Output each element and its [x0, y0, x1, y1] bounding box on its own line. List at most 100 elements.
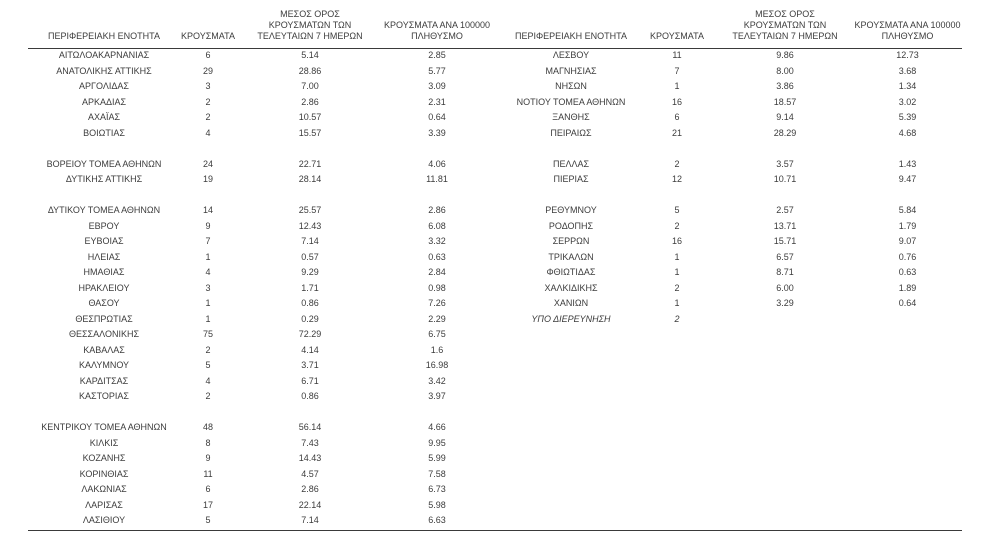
cell-region: ΠΕΛΛΑΣ: [552, 158, 590, 169]
cell-cases: 1: [205, 251, 211, 262]
spacer-cell: [28, 405, 180, 421]
cell-avg7: 4.57: [301, 468, 319, 479]
cell-cases: 16: [671, 236, 682, 247]
cell-region: ΚΑΒΑΛΑΣ: [83, 344, 125, 355]
cell-avg7: 2.86: [301, 484, 319, 495]
cell-avg7: 6.71: [301, 375, 319, 386]
cell-per100k: 4.06: [428, 158, 446, 169]
cell-avg7: 2.86: [301, 96, 319, 107]
cell-region: ΤΡΙΚΑΛΩΝ: [548, 251, 594, 262]
cell-region: ΚΟΖΑΝΗΣ: [82, 453, 126, 464]
cell-region: ΕΒΡΟΥ: [88, 220, 120, 231]
cell-cases: 2: [674, 282, 680, 293]
cell-avg7: 72.29: [298, 329, 322, 340]
cell-region: ΗΜΑΘΙΑΣ: [83, 267, 125, 278]
header-row: ΠΕΡΙΦΕΡΕΙΑΚΗ ΕΝΟΤΗΤΑ ΚΡΟΥΣΜΑΤΑ ΜΕΣΟΣ ΟΡΟ…: [28, 0, 490, 48]
region-row: ΗΛΕΙΑΣ 1 0.57 0.63: [28, 250, 490, 266]
cell-region: ΡΕΘΥΜΝΟΥ: [545, 205, 597, 216]
cell-cases: 2: [674, 158, 680, 169]
cell-region: ΥΠΟ ΔΙΕΡΕΥΝΗΣΗ: [531, 313, 611, 324]
cell-avg7: 6.57: [776, 251, 794, 262]
cell-per100k: 6.08: [428, 220, 446, 231]
column-header-per100k-line2: ΠΛΗΘΥΣΜΟ: [411, 31, 463, 41]
cell-region: ΝΟΤΙΟΥ ΤΟΜΕΑ ΑΘΗΝΩΝ: [516, 96, 626, 107]
cell-region: ΝΗΣΩΝ: [555, 81, 587, 92]
cell-per100k: 5.39: [898, 112, 917, 123]
cell-avg7: 0.86: [301, 298, 319, 309]
cell-per100k: 5.84: [898, 205, 917, 216]
cell-avg7: 13.71: [773, 220, 797, 231]
cell-region: ΜΑΓΝΗΣΙΑΣ: [545, 65, 597, 76]
cell-cases: 5: [674, 205, 680, 216]
cell-avg7: 15.57: [298, 127, 322, 138]
cell-per100k: 3.97: [428, 391, 446, 402]
cell-cases: 48: [202, 422, 213, 433]
region-row: ΠΙΕΡΙΑΣ 12 10.71 9.47: [505, 172, 962, 188]
cell-region: ΒΟΙΩΤΙΑΣ: [83, 127, 125, 138]
cell-avg7: 1.71: [301, 282, 319, 293]
cell-avg7: 0.29: [301, 313, 319, 324]
cell-avg7: 7.00: [301, 81, 319, 92]
region-row: ΕΒΡΟΥ 9 12.43 6.08: [28, 219, 490, 235]
cell-region: ΦΘΙΩΤΙΔΑΣ: [546, 267, 596, 278]
cell-per100k: 5.98: [428, 499, 446, 510]
cell-cases: 6: [205, 484, 211, 495]
cell-avg7: 22.14: [298, 499, 322, 510]
spacer-cell: [384, 188, 490, 204]
region-row: ΑΧΑΪΑΣ 2 10.57 0.64: [28, 110, 490, 126]
cell-region: ΛΑΡΙΣΑΣ: [85, 499, 123, 510]
column-header-avg7-line2: ΚΡΟΥΣΜΑΤΩΝ ΤΩΝ: [743, 20, 827, 30]
cell-avg7: 8.71: [776, 267, 794, 278]
cell-region: ΑΡΚΑΔΙΑΣ: [81, 96, 127, 107]
cell-cases: 1: [674, 267, 680, 278]
cell-cases: 3: [205, 282, 211, 293]
cell-region: ΕΥΒΟΙΑΣ: [84, 236, 124, 247]
column-header-per100k-line2: ΠΛΗΘΥΣΜΟ: [881, 31, 934, 41]
cell-avg7: 3.86: [776, 81, 794, 92]
column-header-avg7-line2: ΚΡΟΥΣΜΑΤΩΝ ΤΩΝ: [268, 20, 352, 30]
cell-region: ΧΑΛΚΙΔΙΚΗΣ: [544, 282, 598, 293]
cell-cases: 2: [205, 96, 211, 107]
cell-per100k: 11.81: [426, 174, 448, 185]
cell-cases: 4: [205, 375, 211, 386]
cell-avg7: 28.14: [298, 174, 322, 185]
cell-avg7: 18.57: [773, 96, 797, 107]
spacer-cell: [637, 188, 717, 204]
cell-per100k: 2.29: [428, 313, 446, 324]
cell-per100k: 2.86: [428, 205, 446, 216]
cell-avg7: 28.29: [773, 127, 797, 138]
cell-per100k: 3.68: [898, 65, 917, 76]
cell-avg7: 10.57: [298, 112, 322, 123]
cell-avg7: 14.43: [298, 453, 322, 464]
cell-per100k: 3.39: [428, 127, 446, 138]
cell-region: ΗΡΑΚΛΕΙΟΥ: [78, 282, 130, 293]
region-row: ΠΕΛΛΑΣ 2 3.57 1.43: [505, 157, 962, 173]
cell-cases: 7: [205, 236, 211, 247]
column-header-per100k-line1: ΚΡΟΥΣΜΑΤΑ ΑΝΑ 100000: [854, 20, 961, 30]
cell-region: ΚΙΛΚΙΣ: [89, 437, 119, 448]
cell-cases: 17: [202, 499, 213, 510]
cell-cases: 2: [205, 344, 211, 355]
cell-cases: 3: [205, 81, 211, 92]
spacer-cell: [236, 405, 384, 421]
spacer-cell: [180, 141, 236, 157]
cell-per100k: 16.98: [425, 360, 449, 371]
cell-region: ΑΡΓΟΛΙΔΑΣ: [79, 81, 129, 92]
column-header-avg7: ΜΕΣΟΣ ΟΡΟΣ ΚΡΟΥΣΜΑΤΩΝ ΤΩΝ ΤΕΛΕΥΤΑΙΩΝ 7 Η…: [236, 0, 384, 48]
cell-per100k: 5.77: [428, 65, 446, 76]
region-row: ΚΑΛΥΜΝΟΥ 5 3.71 16.98: [28, 358, 490, 374]
region-row: ΛΑΣΙΘΙΟΥ 5 7.14 6.63: [28, 513, 490, 529]
spacer-cell: [717, 141, 853, 157]
cell-region: ΣΕΡΡΩΝ: [552, 236, 590, 247]
cell-cases: 16: [671, 96, 682, 107]
cell-per100k: 1.89: [898, 282, 917, 293]
spacer-cell: [637, 141, 717, 157]
spacer-cell: [505, 141, 637, 157]
region-row: ΡΟΔΟΠΗΣ 2 13.71 1.79: [505, 219, 962, 235]
cell-avg7: 10.71: [773, 174, 797, 185]
spacer-row: [28, 188, 490, 204]
cell-cases: 14: [202, 205, 213, 216]
cell-cases: 9: [205, 220, 211, 231]
cell-per100k: 12.73: [896, 50, 919, 61]
cell-avg7: 4.14: [301, 344, 319, 355]
